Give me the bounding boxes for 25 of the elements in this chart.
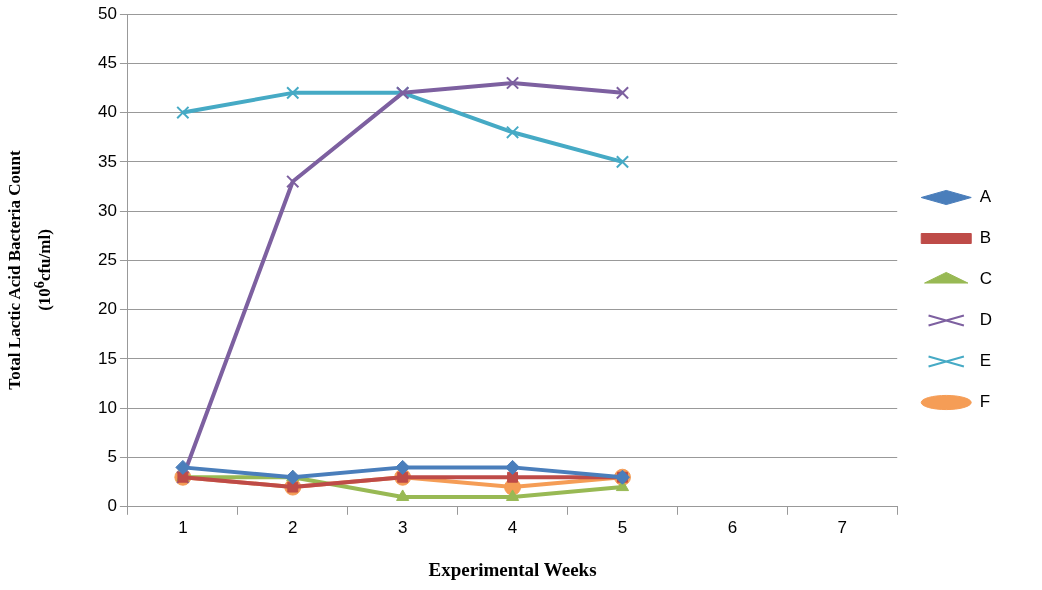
y-tick-label: 20	[97, 299, 117, 319]
y-tick-label: 25	[97, 250, 117, 270]
legend-label: D	[979, 310, 992, 330]
legend-label: B	[979, 228, 992, 248]
y-tick-label: 5	[107, 447, 117, 467]
y-tick-label: 35	[97, 151, 117, 171]
x-tick-label: 6	[727, 517, 738, 537]
legend-label: A	[979, 187, 992, 207]
legend-label: E	[979, 351, 992, 371]
x-tick-label: 2	[288, 517, 298, 537]
y-tick-label: 0	[107, 496, 117, 516]
x-axis-title: Experimental Weeks	[428, 558, 597, 580]
y-tick-label: 50	[97, 3, 117, 23]
y-tick-label: 45	[97, 52, 117, 72]
x-tick-label: 4	[507, 517, 518, 537]
x-tick-label: 7	[837, 517, 848, 537]
x-tick-label: 1	[178, 517, 188, 537]
y-tick-label: 40	[97, 102, 117, 122]
y-tick-label: 30	[97, 200, 117, 220]
y-tick-label: 15	[97, 348, 117, 368]
y-tick-label: 10	[97, 397, 117, 417]
x-tick-label: 3	[397, 517, 408, 537]
legend-label: F	[979, 392, 991, 412]
legend-label: C	[979, 269, 992, 289]
x-tick-label: 5	[617, 517, 628, 537]
